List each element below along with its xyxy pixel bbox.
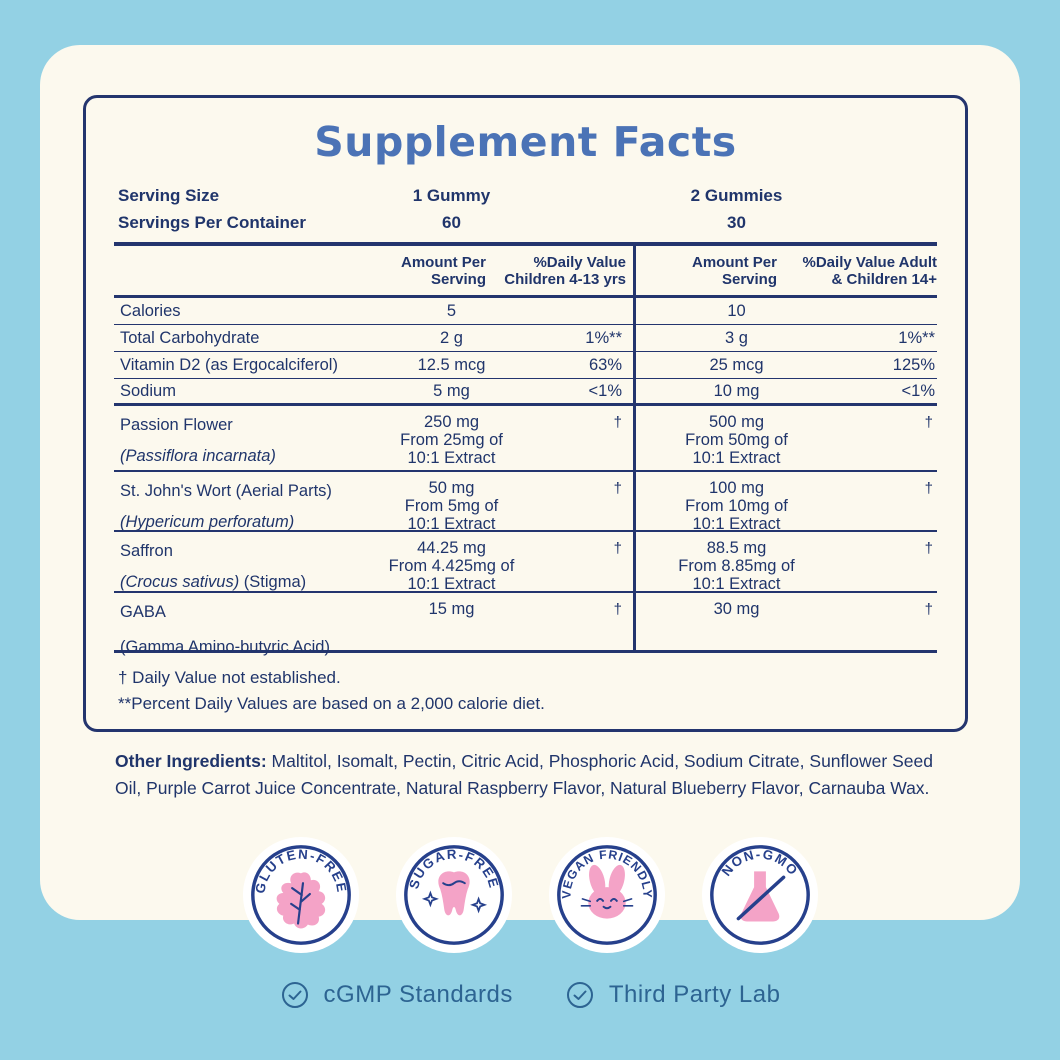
botanical-dv-1: † [613,601,622,618]
feature-label: Third Party Lab [608,981,781,1008]
feature-row: cGMP Standards Third Party Lab [0,980,1060,1010]
row-st-johns-wort: St. John's Wort (Aerial Parts) (Hypericu… [114,472,937,533]
flask-slash-icon [736,871,785,922]
nutrient-amount-2: 10 [727,301,746,320]
row-gaba: GABA (Gamma Amino-butyric Acid) 15 mg † … [114,593,937,656]
row-calories: Calories 5 10 [114,298,937,325]
nutrient-amount-2: 25 mcg [709,355,764,374]
nutrient-dv-1: 63% [588,355,622,374]
nutrient-amount-1: 5 mg [433,381,470,400]
row-sodium: Sodium 5 mg <1% 10 mg <1% [114,379,937,406]
header-dv-children: %Daily Value Children 4-13 yrs [504,253,626,288]
botanical-common-name: Saffron [120,542,173,560]
nutrient-dv-1: 1%** [585,328,622,347]
botanical-dv-2: † [924,480,933,497]
nutrient-amount-1: 12.5 mcg [417,355,486,374]
botanical-latin-name: (Crocus sativus) (Stigma) [120,573,307,591]
footnotes: † Daily Value not established. **Percent… [114,665,937,717]
botanical-amount-2: 88.5 mg From 8.85mg of 10:1 Extract [678,539,795,593]
row-saffron: Saffron (Crocus sativus) (Stigma) 44.25 … [114,532,937,593]
header-amount-right: Amount Per Serving [691,253,777,288]
table-header-row: Amount Per Serving %Daily Value Children… [114,246,937,298]
badge-vegan-friendly: VEGAN FRIENDLY [548,836,665,954]
leaf-icon [276,872,325,929]
servings-per-container-row: Servings Per Container 60 30 [114,209,937,236]
row-vitamin-d2: Vitamin D2 (as Ergocalciferol) 12.5 mcg … [114,352,937,379]
feature-third-party: Third Party Lab [565,980,781,1010]
badge-non-gmo: NON-GMO [701,836,818,954]
nutrient-amount-2: 3 g [725,328,748,347]
botanical-amount-1: 250 mg From 25mg of 10:1 Extract [400,413,503,467]
feature-label: cGMP Standards [323,981,513,1008]
panel-title: Supplement Facts [314,118,737,166]
botanical-dv-1: † [613,480,622,497]
botanical-name: St. John's Wort (Aerial Parts) (Hypericu… [114,472,379,533]
nutrient-name: Calories [120,301,181,320]
botanical-name: Saffron (Crocus sativus) (Stigma) [114,532,379,593]
botanical-amount-1: 44.25 mg From 4.425mg of 10:1 Extract [388,539,515,593]
nutrient-name: Total Carbohydrate [120,328,260,347]
badge-row: GLUTEN-FREE SUGAR-FREE VEGAN FRIENDLY [0,836,1060,954]
botanical-latin-name: (Hypericum perforatum) [120,513,295,531]
botanical-common-name: Passion Flower [120,416,233,434]
badge-sugar-free: SUGAR-FREE [395,836,512,954]
nutrient-name: Vitamin D2 (as Ergocalciferol) [120,355,338,374]
serving-size-label: Serving Size [118,185,220,205]
other-ingredients: Other Ingredients: Maltitol, Isomalt, Pe… [115,748,953,802]
servings-per-container-value-2: 30 [727,212,746,232]
botanical-amount-2: 100 mg From 10mg of 10:1 Extract [685,479,788,533]
header-dv-adult: %Daily Value Adult & Children 14+ [802,253,937,288]
nutrient-dv-1: <1% [588,381,622,400]
footnote-percent-dv: **Percent Daily Values are based on a 2,… [118,694,545,713]
nutrient-dv-2: <1% [901,381,935,400]
nutrient-dv-2: 1%** [898,328,935,347]
bunny-icon [580,864,633,919]
botanical-name: GABA (Gamma Amino-butyric Acid) [114,593,379,657]
feature-cgmp: cGMP Standards [280,980,513,1010]
botanical-dv-2: † [924,540,933,557]
check-circle-icon [566,982,593,1008]
serving-size-value-2: 2 Gummies [690,185,783,205]
nutrient-dv-2: 125% [892,355,935,374]
servings-per-container-value-1: 60 [442,212,461,232]
row-total-carbohydrate: Total Carbohydrate 2 g 1%** 3 g 1%** [114,325,937,352]
serving-info: Serving Size 1 Gummy 2 Gummies Servings … [114,182,937,236]
facts-table: Amount Per Serving %Daily Value Children… [114,242,937,656]
nutrient-name: Sodium [120,381,176,400]
serving-size-row: Serving Size 1 Gummy 2 Gummies [114,182,937,209]
botanical-latin-name: (Passiflora incarnata) [120,447,276,465]
botanical-amount-1: 50 mg From 5mg of 10:1 Extract [404,479,499,533]
label-card: Supplement Facts Serving Size 1 Gummy 2 … [40,45,1020,920]
nutrient-amount-1: 5 [446,301,457,320]
other-ingredients-label: Other Ingredients: [115,751,267,771]
header-amount-left: Amount Per Serving [400,253,486,288]
botanical-amount-1: 15 mg [428,600,475,618]
row-passion-flower: Passion Flower (Passiflora incarnata) 25… [114,406,937,472]
footnote-daily-value: † Daily Value not established. [118,668,341,687]
serving-size-value-1: 1 Gummy [412,185,491,205]
tooth-icon [421,871,487,916]
botanical-common-name: GABA [120,603,166,621]
column-divider [633,246,636,653]
other-ingredients-text: Maltitol, Isomalt, Pectin, Citric Acid, … [115,751,933,798]
botanical-dv-1: † [613,414,622,431]
botanical-dv-2: † [924,414,933,431]
check-circle-icon [281,982,308,1008]
botanical-latin-name: (Gamma Amino-butyric Acid) [120,638,330,656]
badge-gluten-free: GLUTEN-FREE [242,836,359,954]
nutrient-amount-2: 10 mg [713,381,760,400]
nutrient-amount-1: 2 g [440,328,463,347]
botanical-dv-2: † [924,601,933,618]
botanical-dv-1: † [613,540,622,557]
botanical-amount-2: 500 mg From 50mg of 10:1 Extract [685,413,788,467]
supplement-facts-panel: Supplement Facts Serving Size 1 Gummy 2 … [83,95,968,732]
botanical-common-name: St. John's Wort (Aerial Parts) [120,482,332,500]
botanical-amount-2: 30 mg [713,600,760,618]
servings-per-container-label: Servings Per Container [118,212,307,232]
botanical-name: Passion Flower (Passiflora incarnata) [114,406,379,470]
